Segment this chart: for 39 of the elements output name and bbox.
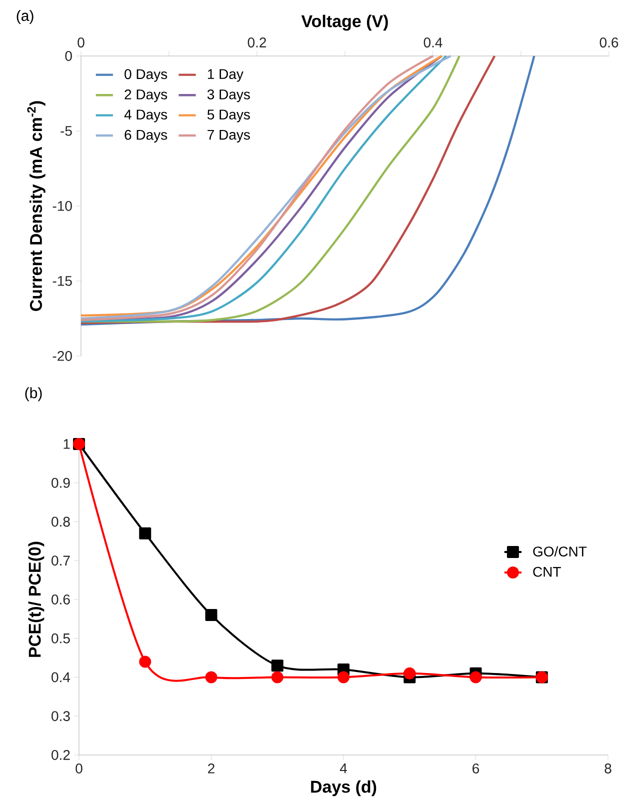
x-tick-label: 4	[340, 764, 347, 774]
x-tick-label: 8	[604, 764, 612, 774]
y-tick-label: -20	[52, 351, 72, 361]
y-tick-label: 0.2	[52, 750, 70, 760]
legend-label: 0 Days	[124, 69, 168, 82]
legend-label: 3 Days	[207, 89, 250, 102]
legend-label: 1 Day	[208, 69, 244, 82]
text: (a)	[16, 10, 34, 24]
y-tick-label: 0.9	[52, 478, 70, 488]
y-tick-label: 0.8	[52, 516, 70, 527]
legend-label: 2 Days	[124, 89, 168, 102]
y-tick-label: 0.3	[52, 711, 70, 722]
legend-label: 7 Days	[208, 130, 250, 142]
y-tick-label: -5	[60, 126, 72, 136]
x-tick-label: 0.2	[248, 38, 266, 48]
y-tick-label: 0	[65, 51, 72, 61]
y-tick-label: 1	[64, 439, 70, 449]
x-tick-label: 0	[78, 38, 84, 48]
legend-label: CNT	[533, 566, 561, 577]
y-tick-label: 0.5	[52, 633, 70, 644]
x-axis-title: Days (d)	[311, 780, 376, 796]
y-tick-label: 0.6	[52, 594, 70, 604]
x-tick-label: 6	[472, 764, 480, 774]
y-axis-title: Current Density (mA cm$^{-2}$)	[27, 101, 46, 311]
x-axis-title: Voltage (V)	[301, 14, 388, 31]
x-tick-label: 0.6	[600, 38, 618, 48]
x-tick-label: 0	[76, 764, 82, 774]
y-tick-label: -15	[52, 276, 72, 286]
x-tick-label: 0.4	[424, 38, 442, 48]
x-tick-label: 2	[208, 764, 214, 774]
y-axis-title: PCE(t)/ PCE(0)	[28, 542, 44, 657]
text: (b)	[25, 387, 42, 402]
legend-label: 5 Days	[207, 110, 250, 122]
y-tick-label: 0.4	[52, 672, 70, 682]
y-tick-label: -10	[52, 201, 72, 211]
legend-label: GO/CNT	[533, 546, 587, 557]
legend-label: 4 Days	[124, 110, 168, 122]
y-tick-label: 0.7	[52, 556, 70, 566]
legend-label: 6 Days	[124, 130, 168, 143]
